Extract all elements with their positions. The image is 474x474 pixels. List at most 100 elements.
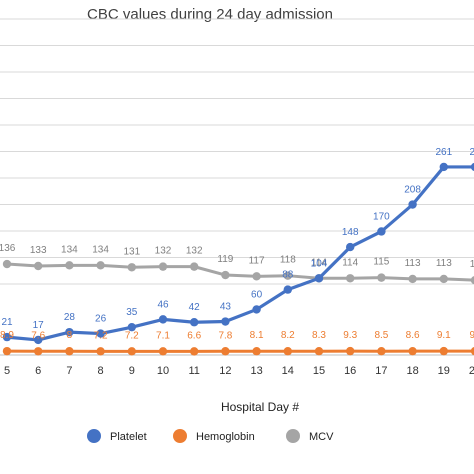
data-point-platelet bbox=[2, 332, 12, 342]
data-point-platelet bbox=[252, 305, 261, 314]
x-tick-label: 14 bbox=[282, 365, 294, 377]
data-point-platelet bbox=[65, 327, 74, 337]
x-tick-label: 12 bbox=[219, 365, 231, 377]
x-tick-label: 16 bbox=[344, 365, 356, 377]
data-label-platelet: 26 bbox=[469, 147, 474, 158]
data-point-hemoglobin bbox=[470, 347, 474, 356]
x-tick-label: 17 bbox=[375, 365, 387, 377]
data-point-hemoglobin bbox=[96, 347, 105, 356]
legend-label-mcv: MCV bbox=[309, 431, 334, 443]
data-point-hemoglobin bbox=[2, 346, 12, 356]
data-point-hemoglobin bbox=[314, 347, 324, 356]
data-label-mcv: 132 bbox=[155, 246, 172, 257]
data-label-platelet: 148 bbox=[342, 227, 359, 238]
data-label-platelet: 88 bbox=[282, 270, 294, 281]
data-point-mcv bbox=[96, 261, 105, 270]
legend-marker-mcv bbox=[286, 429, 300, 443]
data-point-platelet bbox=[221, 317, 230, 326]
data-point-mcv bbox=[252, 272, 261, 281]
data-label-hemoglobin: 8.9 bbox=[0, 330, 14, 341]
data-point-platelet bbox=[377, 227, 386, 236]
data-label-hemoglobin: 8.6 bbox=[406, 330, 420, 341]
x-tick-label: 8 bbox=[98, 365, 104, 377]
data-label-hemoglobin: 7.2 bbox=[94, 330, 108, 341]
data-label-platelet: 28 bbox=[64, 312, 76, 323]
data-point-platelet bbox=[283, 285, 292, 294]
x-tick-label: 18 bbox=[406, 365, 418, 377]
data-point-mcv bbox=[377, 273, 386, 282]
data-label-mcv: 134 bbox=[61, 244, 78, 255]
data-point-mcv bbox=[439, 274, 448, 284]
data-label-platelet: 43 bbox=[220, 302, 232, 313]
data-point-platelet bbox=[34, 335, 43, 345]
data-point-mcv bbox=[221, 270, 230, 280]
x-tick-label: 19 bbox=[438, 365, 450, 377]
x-axis-title: Hospital Day # bbox=[220, 400, 300, 414]
data-label-hemoglobin: 8.3 bbox=[312, 330, 326, 341]
data-point-mcv bbox=[2, 259, 12, 269]
data-label-mcv: 131 bbox=[123, 246, 140, 257]
data-label-mcv: 133 bbox=[30, 245, 47, 256]
legend-label-platelet: Platelet bbox=[110, 431, 147, 443]
data-label-mcv: 113 bbox=[436, 258, 452, 269]
data-label-hemoglobin: 7.2 bbox=[125, 330, 139, 341]
legend-marker-platelet bbox=[87, 429, 101, 443]
data-point-mcv bbox=[470, 276, 474, 285]
data-label-mcv: 114 bbox=[311, 257, 327, 268]
data-point-hemoglobin bbox=[439, 346, 448, 356]
data-label-mcv: 113 bbox=[405, 258, 421, 269]
data-point-mcv bbox=[127, 263, 136, 272]
data-point-mcv bbox=[190, 262, 199, 271]
data-label-mcv: 117 bbox=[249, 255, 265, 266]
data-label-mcv: 118 bbox=[280, 255, 296, 266]
data-point-platelet bbox=[346, 242, 355, 252]
data-label-hemoglobin: 7.6 bbox=[31, 330, 45, 341]
data-point-hemoglobin bbox=[127, 347, 136, 356]
data-label-hemoglobin: 6.6 bbox=[187, 330, 201, 341]
data-label-hemoglobin: 9.1 bbox=[437, 330, 451, 341]
x-tick-label: 10 bbox=[157, 365, 169, 377]
data-point-hemoglobin bbox=[377, 346, 386, 356]
data-point-hemoglobin bbox=[190, 347, 199, 356]
data-point-mcv bbox=[158, 262, 168, 271]
data-label-platelet: 42 bbox=[189, 302, 201, 313]
data-label-hemoglobin: 90 bbox=[469, 330, 474, 341]
data-label-hemoglobin: 9.3 bbox=[343, 330, 357, 341]
series-line-platelet bbox=[6, 165, 474, 342]
data-point-hemoglobin bbox=[252, 347, 261, 356]
data-label-hemoglobin: 8 bbox=[67, 330, 73, 341]
data-label-platelet: 170 bbox=[373, 211, 390, 222]
data-point-mcv bbox=[283, 271, 292, 280]
x-tick-label: 13 bbox=[250, 365, 262, 377]
data-label-platelet: 35 bbox=[126, 307, 138, 318]
data-point-hemoglobin bbox=[221, 347, 230, 356]
data-label-hemoglobin: 8.2 bbox=[281, 330, 295, 341]
data-point-mcv bbox=[34, 261, 43, 271]
data-point-hemoglobin bbox=[34, 347, 43, 356]
data-label-mcv: 136 bbox=[0, 243, 16, 254]
data-label-platelet: 261 bbox=[435, 147, 452, 158]
data-point-platelet bbox=[470, 162, 474, 172]
data-point-hemoglobin bbox=[408, 346, 417, 356]
data-point-platelet bbox=[158, 315, 168, 324]
data-point-mcv bbox=[408, 274, 417, 284]
data-point-mcv bbox=[65, 261, 74, 270]
legend-marker-hemoglobin bbox=[173, 429, 187, 443]
data-label-platelet: 17 bbox=[33, 320, 45, 331]
data-label-hemoglobin: 7.1 bbox=[156, 330, 170, 341]
data-point-hemoglobin bbox=[346, 346, 355, 356]
data-label-mcv: 11 bbox=[470, 259, 474, 270]
data-label-mcv: 119 bbox=[217, 254, 233, 265]
x-tick-label: 11 bbox=[188, 365, 199, 377]
data-point-platelet bbox=[439, 162, 448, 172]
data-label-platelet: 104 bbox=[311, 258, 328, 269]
x-tick-label: 7 bbox=[66, 365, 72, 377]
data-point-hemoglobin bbox=[283, 347, 292, 356]
data-label-platelet: 60 bbox=[251, 289, 263, 300]
x-tick-label: 15 bbox=[313, 365, 325, 377]
data-point-platelet bbox=[408, 200, 417, 209]
legend-label-hemoglobin: Hemoglobin bbox=[196, 431, 255, 443]
data-label-hemoglobin: 8.5 bbox=[374, 330, 388, 341]
